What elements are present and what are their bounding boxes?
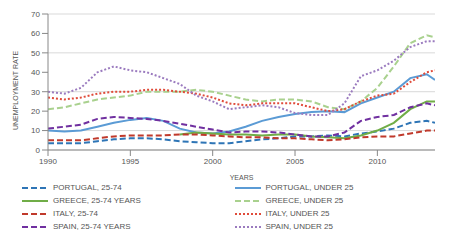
svg-text:0: 0 xyxy=(36,146,41,155)
svg-text:YEARS: YEARS xyxy=(230,174,254,180)
svg-text:50: 50 xyxy=(31,49,40,58)
svg-text:2010: 2010 xyxy=(368,157,386,166)
html-text:SPAIN, 25-74 YEARS: SPAIN, 25-74 YEARS xyxy=(53,222,131,231)
svg-text:10: 10 xyxy=(31,126,40,135)
svg-text:1990: 1990 xyxy=(39,157,57,166)
svg-text:20: 20 xyxy=(31,107,40,116)
html-text:PORTUGAL, 25-74: PORTUGAL, 25-74 xyxy=(53,183,122,192)
svg-text:2000: 2000 xyxy=(204,157,222,166)
svg-text:30: 30 xyxy=(31,88,40,97)
svg-text:1995: 1995 xyxy=(121,157,139,166)
html-text:ITALY, UNDER 25: ITALY, UNDER 25 xyxy=(265,209,330,218)
html-text:SPAIN, UNDER 25: SPAIN, UNDER 25 xyxy=(265,222,333,231)
html-text:PORTUGAL, UNDER 25: PORTUGAL, UNDER 25 xyxy=(265,183,354,192)
html-text:ITALY, 25-74: ITALY, 25-74 xyxy=(53,209,98,218)
svg-text:40: 40 xyxy=(31,68,40,77)
svg-text:UNEMPLOYMENT RATE: UNEMPLOYMENT RATE xyxy=(12,51,19,130)
html-text:GREECE, UNDER 25: GREECE, UNDER 25 xyxy=(265,196,344,205)
html-text:GREECE, 25-74 YEARS: GREECE, 25-74 YEARS xyxy=(53,196,141,205)
svg-text:60: 60 xyxy=(31,29,40,38)
svg-text:2005: 2005 xyxy=(286,157,304,166)
svg-text:70: 70 xyxy=(31,10,40,19)
